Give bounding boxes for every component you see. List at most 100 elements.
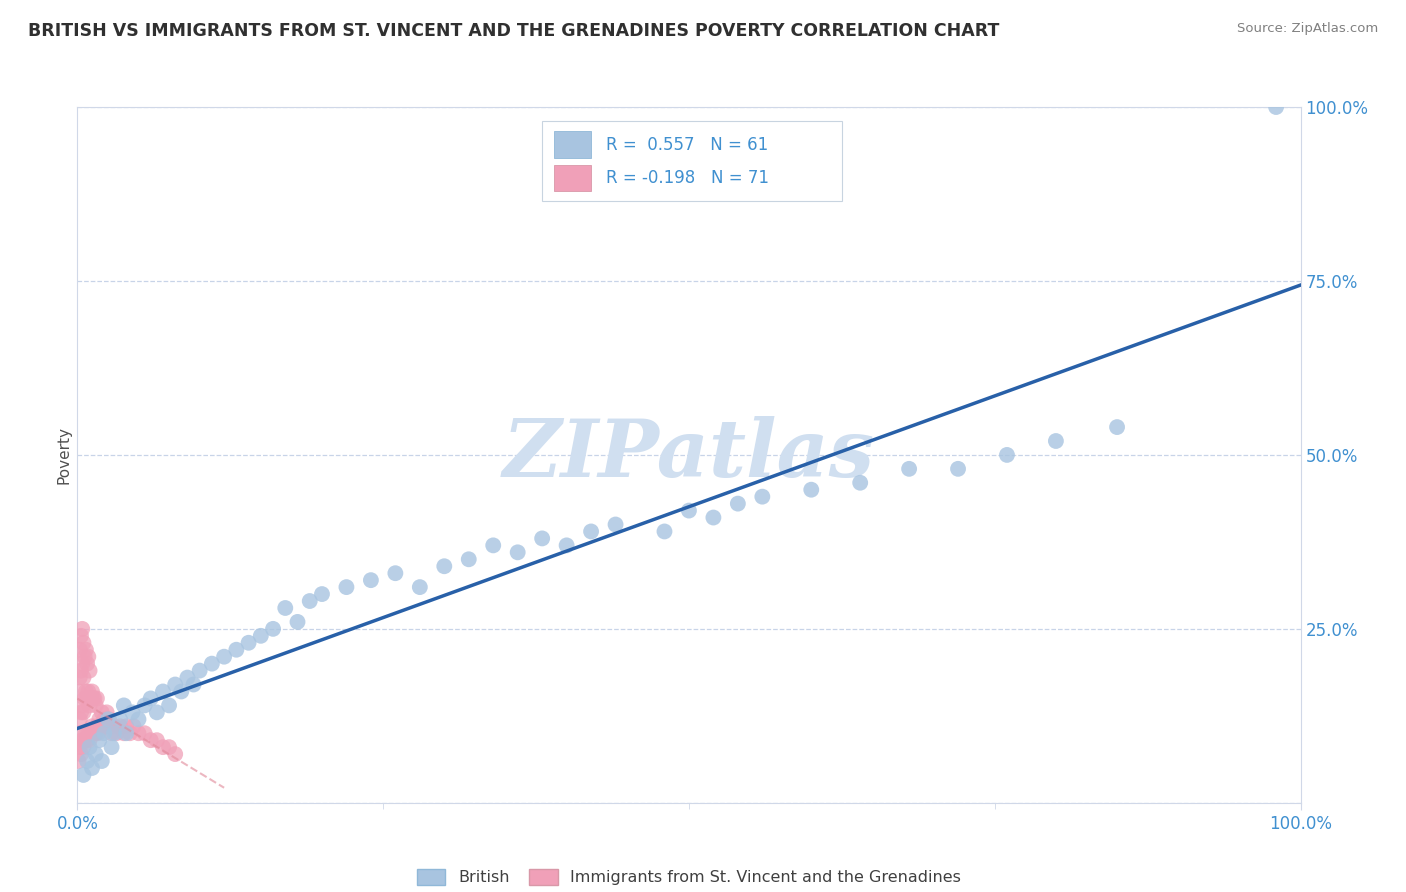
Point xyxy=(100,726,122,740)
Point xyxy=(87,726,110,740)
Point xyxy=(605,517,627,532)
Point xyxy=(170,684,193,698)
Point xyxy=(79,740,101,755)
Point xyxy=(73,691,96,706)
Point xyxy=(97,712,120,726)
Point xyxy=(73,733,96,747)
Point xyxy=(72,706,94,720)
Text: R = -0.198   N = 71: R = -0.198 N = 71 xyxy=(606,169,769,187)
Point xyxy=(80,691,103,706)
Point xyxy=(188,664,211,678)
Point xyxy=(433,559,456,574)
Point xyxy=(555,538,578,552)
Point xyxy=(67,726,90,740)
Point xyxy=(262,622,284,636)
Point xyxy=(146,706,169,720)
Point xyxy=(80,726,103,740)
Point xyxy=(79,698,101,713)
FancyBboxPatch shape xyxy=(554,165,591,191)
Point xyxy=(70,664,93,678)
Point xyxy=(82,691,104,706)
Point xyxy=(70,733,93,747)
Point xyxy=(898,462,921,476)
Point xyxy=(176,671,198,685)
Point xyxy=(90,719,112,733)
Point xyxy=(72,768,94,782)
Point xyxy=(146,733,169,747)
Point xyxy=(250,629,273,643)
Point xyxy=(727,497,749,511)
Point xyxy=(139,733,162,747)
Point xyxy=(800,483,823,497)
Point xyxy=(70,698,93,713)
Point xyxy=(77,649,100,664)
Point xyxy=(103,719,125,733)
Point xyxy=(128,712,150,726)
Point xyxy=(212,649,235,664)
Point xyxy=(83,691,105,706)
Point xyxy=(506,545,529,559)
Point xyxy=(678,503,700,517)
Point xyxy=(79,733,101,747)
Point xyxy=(96,706,118,720)
Y-axis label: Poverty: Poverty xyxy=(56,425,72,484)
Point xyxy=(165,677,187,691)
FancyBboxPatch shape xyxy=(543,121,842,201)
Point xyxy=(84,747,107,761)
Point xyxy=(97,719,120,733)
Point xyxy=(90,706,112,720)
Point xyxy=(67,754,90,768)
Point xyxy=(201,657,224,671)
Point xyxy=(98,712,121,726)
Point xyxy=(152,740,174,755)
Point xyxy=(72,636,94,650)
Point xyxy=(409,580,432,594)
Point xyxy=(91,719,114,733)
Point xyxy=(69,740,91,755)
Point xyxy=(311,587,333,601)
Point xyxy=(457,552,479,566)
Point xyxy=(225,642,247,657)
Point xyxy=(83,726,105,740)
Text: BRITISH VS IMMIGRANTS FROM ST. VINCENT AND THE GRENADINES POVERTY CORRELATION CH: BRITISH VS IMMIGRANTS FROM ST. VINCENT A… xyxy=(28,22,1000,40)
Point xyxy=(134,698,156,713)
Point xyxy=(72,740,94,755)
Point xyxy=(75,642,97,657)
Point xyxy=(995,448,1018,462)
Point xyxy=(80,684,103,698)
Point xyxy=(384,566,406,581)
Point xyxy=(84,698,107,713)
Point xyxy=(76,691,98,706)
Point xyxy=(77,726,100,740)
Point xyxy=(80,719,103,733)
FancyBboxPatch shape xyxy=(554,131,591,158)
Point xyxy=(702,510,724,524)
Point xyxy=(482,538,505,552)
Point xyxy=(90,754,112,768)
Point xyxy=(121,706,143,720)
Point xyxy=(531,532,554,546)
Point xyxy=(72,671,94,685)
Point xyxy=(165,747,187,761)
Point xyxy=(298,594,321,608)
Point xyxy=(274,601,297,615)
Point xyxy=(335,580,357,594)
Point xyxy=(139,691,162,706)
Point xyxy=(134,726,156,740)
Point xyxy=(82,726,104,740)
Point xyxy=(80,761,103,775)
Point xyxy=(76,754,98,768)
Point xyxy=(70,747,93,761)
Point xyxy=(73,649,96,664)
Point xyxy=(1265,100,1288,114)
Point xyxy=(654,524,676,539)
Point xyxy=(360,573,382,587)
Point xyxy=(183,677,205,691)
Text: R =  0.557   N = 61: R = 0.557 N = 61 xyxy=(606,136,768,153)
Point xyxy=(152,684,174,698)
Point xyxy=(69,671,91,685)
Point xyxy=(157,698,180,713)
Point xyxy=(70,657,93,671)
Point xyxy=(86,719,108,733)
Point xyxy=(70,629,93,643)
